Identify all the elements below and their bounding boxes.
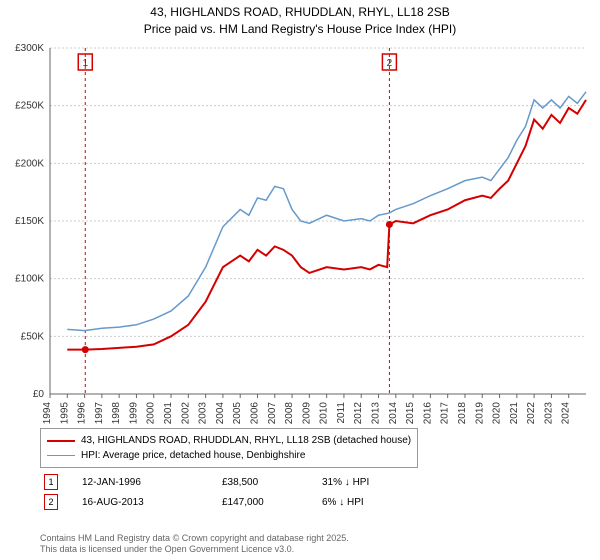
sale-row: 1 12-JAN-1996£38,50031% ↓ HPI [40, 474, 586, 490]
legend-box: 43, HIGHLANDS ROAD, RHUDDLAN, RHYL, LL18… [40, 428, 418, 468]
x-tick-label: 2007 [267, 402, 278, 425]
y-tick-label: £150K [15, 216, 44, 227]
x-tick-label: 1998 [111, 402, 122, 425]
sale-row: 2 16-AUG-2013£147,0006% ↓ HPI [40, 494, 586, 510]
x-tick-label: 2001 [163, 402, 174, 425]
chart-container: 43, HIGHLANDS ROAD, RHUDDLAN, RHYL, LL18… [0, 0, 600, 560]
y-tick-label: £250K [15, 101, 44, 112]
y-tick-label: £100K [15, 274, 44, 285]
x-tick-label: 2006 [249, 402, 260, 425]
title-line1: 43, HIGHLANDS ROAD, RHUDDLAN, RHYL, LL18… [0, 4, 600, 21]
x-tick-label: 1997 [94, 402, 105, 425]
sale-price: £147,000 [222, 497, 322, 508]
sale-marker-badge: 2 [44, 494, 58, 510]
legend-row: HPI: Average price, detached house, Denb… [47, 448, 411, 463]
x-tick-label: 1999 [128, 402, 139, 425]
x-tick-label: 1995 [59, 402, 70, 425]
legend-swatch [47, 440, 75, 442]
y-tick-label: £300K [15, 43, 44, 54]
x-tick-label: 2009 [301, 402, 312, 425]
x-tick-label: 2000 [146, 402, 157, 425]
x-tick-label: 2016 [422, 402, 433, 425]
x-tick-label: 2024 [561, 402, 572, 425]
x-tick-label: 2010 [319, 402, 330, 425]
sales-table: 1 12-JAN-1996£38,50031% ↓ HPI 2 16-AUG-2013… [40, 474, 586, 510]
legend-panel: 43, HIGHLANDS ROAD, RHUDDLAN, RHYL, LL18… [40, 428, 586, 510]
sale-hpi-diff: 6% ↓ HPI [322, 497, 442, 508]
sale-marker-number: 2 [387, 58, 393, 69]
x-tick-label: 2012 [353, 402, 364, 425]
x-tick-label: 2002 [180, 402, 191, 425]
chart-title: 43, HIGHLANDS ROAD, RHUDDLAN, RHYL, LL18… [0, 0, 600, 38]
x-tick-label: 2023 [543, 402, 554, 425]
chart-plot: £0£50K£100K£150K£200K£250K£300K199419951… [40, 44, 586, 424]
x-tick-label: 2011 [336, 402, 347, 424]
x-tick-label: 2005 [232, 402, 243, 425]
x-tick-label: 2019 [474, 402, 485, 425]
legend-row: 43, HIGHLANDS ROAD, RHUDDLAN, RHYL, LL18… [47, 433, 411, 448]
x-tick-label: 2017 [440, 402, 451, 425]
footer-text: Contains HM Land Registry data © Crown c… [40, 533, 349, 556]
footer-line2: This data is licensed under the Open Gov… [40, 544, 349, 556]
x-tick-label: 2018 [457, 402, 468, 425]
x-tick-label: 2022 [526, 402, 537, 425]
footer-line1: Contains HM Land Registry data © Crown c… [40, 533, 349, 545]
x-tick-label: 2004 [215, 402, 226, 425]
x-tick-label: 2021 [509, 402, 520, 425]
x-tick-label: 2013 [371, 402, 382, 425]
x-tick-label: 2020 [492, 402, 503, 425]
x-tick-label: 2015 [405, 402, 416, 425]
sale-price: £38,500 [222, 477, 322, 488]
x-tick-label: 2014 [388, 402, 399, 425]
sale-date: 12-JAN-1996 [82, 477, 222, 488]
series-price_paid [67, 100, 586, 350]
x-tick-label: 1994 [42, 402, 53, 425]
x-tick-label: 2003 [198, 402, 209, 425]
legend-label: 43, HIGHLANDS ROAD, RHUDDLAN, RHYL, LL18… [81, 433, 411, 448]
title-line2: Price paid vs. HM Land Registry's House … [0, 21, 600, 38]
chart-svg: £0£50K£100K£150K£200K£250K£300K199419951… [40, 44, 586, 424]
series-hpi [67, 92, 586, 331]
y-tick-label: £0 [33, 389, 45, 400]
sale-hpi-diff: 31% ↓ HPI [322, 477, 442, 488]
legend-label: HPI: Average price, detached house, Denb… [81, 448, 305, 463]
legend-swatch [47, 455, 75, 456]
y-tick-label: £200K [15, 158, 44, 169]
y-tick-label: £50K [21, 331, 45, 342]
sale-marker-number: 1 [82, 58, 88, 69]
sale-date: 16-AUG-2013 [82, 497, 222, 508]
x-tick-label: 1996 [77, 402, 88, 425]
x-tick-label: 2008 [284, 402, 295, 425]
sale-marker-badge: 1 [44, 474, 58, 490]
